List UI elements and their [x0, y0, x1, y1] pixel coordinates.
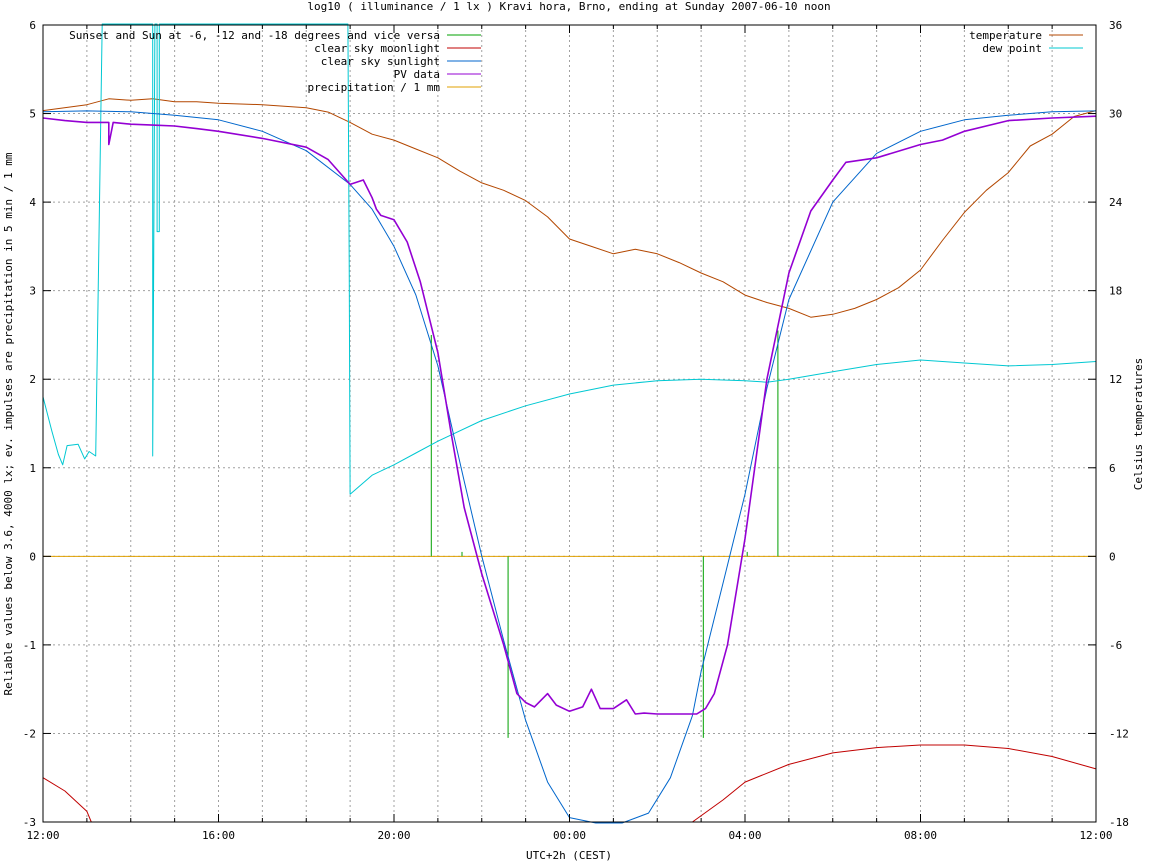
- y-axis-right: -18 -12 -6 0 6 12 18 24 30 36: [1109, 19, 1129, 829]
- x-tick-label: 08:00: [904, 829, 937, 842]
- x-tick-label: 04:00: [728, 829, 761, 842]
- y-tick-label: 0: [29, 550, 36, 563]
- y2-tick-label: -18: [1109, 816, 1129, 829]
- y2-tick-label: 30: [1109, 108, 1122, 121]
- y-tick-label: -3: [23, 816, 36, 829]
- x-tick-label: 12:00: [1079, 829, 1112, 842]
- series-clear-sky-sunlight-line: [42, 110, 1097, 824]
- y2-tick-label: -12: [1109, 727, 1129, 740]
- y2-tick-label: 36: [1109, 19, 1122, 32]
- y-axis-label: Reliable values below 3.6, 4000 lx; ev. …: [2, 152, 15, 695]
- y2-axis-label: Celsius temperatures: [1132, 358, 1145, 490]
- y2-tick-label: 12: [1109, 373, 1122, 386]
- x-axis: 12:00 16:00 20:00 00:00 04:00 08:00 12:00: [26, 25, 1113, 842]
- x-tick-label: 16:00: [202, 829, 235, 842]
- series-dew-point-line: [42, 23, 1097, 495]
- y-tick-label: 4: [29, 196, 36, 209]
- y-tick-label: 2: [29, 373, 36, 386]
- y-tick-label: -2: [23, 727, 36, 740]
- y-tick-label: 5: [29, 108, 36, 121]
- y-axis-left: -3 -2 -1 0 1 2 3 4 5 6: [23, 19, 1096, 829]
- y2-tick-label: -6: [1109, 639, 1122, 652]
- plot-frame: [42, 24, 1097, 823]
- legend-label: precipitation / 1 mm: [308, 81, 441, 94]
- series-layer: [42, 23, 1097, 824]
- y2-tick-label: 6: [1109, 462, 1116, 475]
- y-tick-label: 6: [29, 19, 36, 32]
- legend-label: PV data: [394, 68, 440, 81]
- legend: Sunset and Sun at -6, -12 and -18 degree…: [69, 29, 1083, 94]
- x-axis-label: UTC+2h (CEST): [526, 849, 612, 862]
- series-clear-sky-moonlight-line: [42, 744, 1097, 823]
- x-tick-label: 20:00: [377, 829, 410, 842]
- y-tick-label: 3: [29, 285, 36, 298]
- y2-tick-label: 0: [1109, 550, 1116, 563]
- y-tick-label: -1: [23, 639, 36, 652]
- y2-tick-label: 18: [1109, 285, 1122, 298]
- x-tick-label: 12:00: [26, 829, 59, 842]
- y-tick-label: 1: [29, 462, 36, 475]
- grid: [43, 25, 1096, 822]
- legend-label: clear sky moonlight: [314, 42, 440, 55]
- chart-title: log10 ( illuminance / 1 lx ) Kravi hora,…: [307, 0, 830, 13]
- legend-label: Sunset and Sun at -6, -12 and -18 degree…: [69, 29, 440, 42]
- series-temperature-line: [42, 98, 1097, 318]
- legend-label: dew point: [982, 42, 1042, 55]
- y2-tick-label: 24: [1109, 196, 1123, 209]
- series-pv-data-line: [42, 115, 1097, 715]
- legend-label: temperature: [969, 29, 1042, 42]
- legend-label: clear sky sunlight: [321, 55, 440, 68]
- x-tick-label: 00:00: [553, 829, 586, 842]
